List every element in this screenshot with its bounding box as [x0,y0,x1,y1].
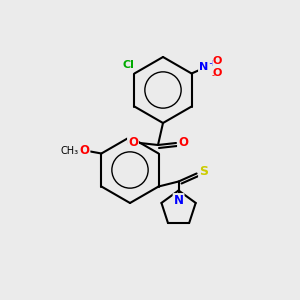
Text: +: + [208,59,215,68]
Text: O: O [80,144,89,157]
Text: O: O [213,56,222,67]
Text: O: O [178,136,188,149]
Text: N: N [174,194,184,207]
Text: -: - [212,71,215,80]
Text: CH₃: CH₃ [60,146,79,155]
Text: N: N [199,62,208,73]
Text: Cl: Cl [122,61,134,70]
Text: S: S [199,165,208,178]
Text: O: O [128,136,138,149]
Text: O: O [213,68,222,77]
